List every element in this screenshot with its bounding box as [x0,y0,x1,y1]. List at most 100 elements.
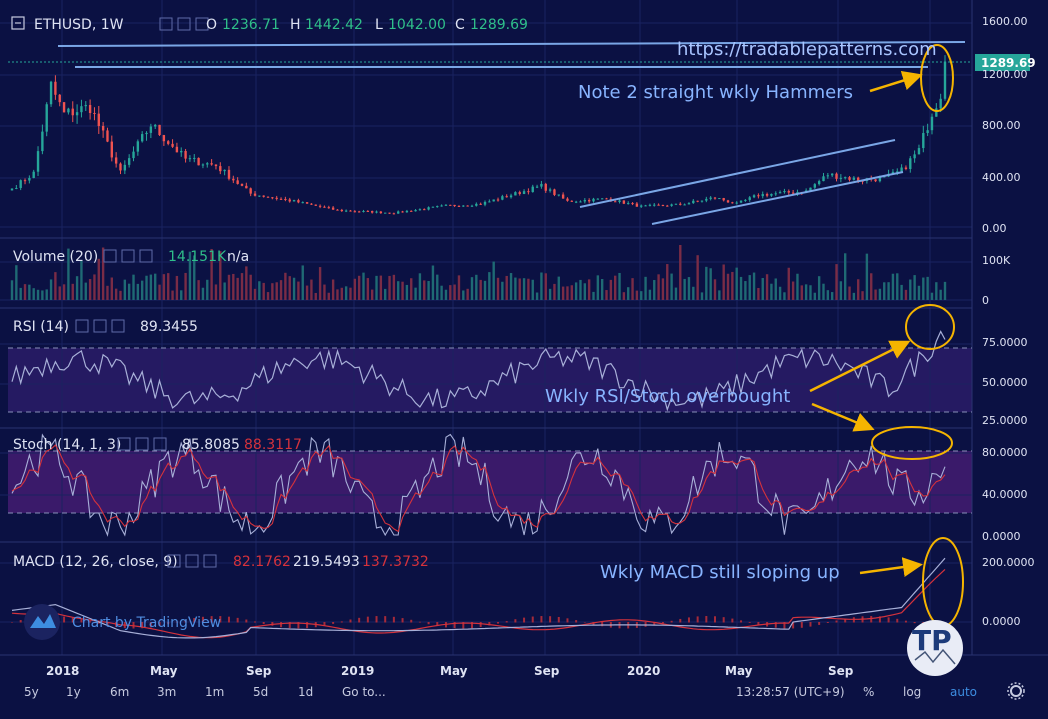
candle [826,172,830,179]
candle [423,208,426,211]
volume-bar [301,265,304,300]
candle [739,200,743,204]
candle [943,55,947,101]
clock-label[interactable]: 13:28:57 (UTC+9) [736,685,845,699]
macd-histogram-bar [141,622,144,629]
close-value: 1289.69 [470,17,528,33]
candle [687,202,691,205]
volume-bar [518,278,521,300]
range-button[interactable]: 1d [298,685,313,699]
tradingview-badge[interactable]: Chart by TradingView [24,604,221,640]
candle [119,162,122,175]
log-toggle[interactable]: log [903,685,921,699]
volume-bar [175,275,179,300]
volume-bar [870,273,873,300]
candle [145,131,148,141]
range-button[interactable]: 5d [253,685,268,699]
volume-bar [401,281,404,300]
volume-bar [739,276,743,300]
macd-axis[interactable]: 200.0000 0.0000 [982,556,1035,628]
volume-tools[interactable] [103,249,153,263]
volume-bar [809,285,812,300]
candle [75,104,79,124]
candle [201,163,205,169]
time-tick-label: May [150,664,178,678]
range-button[interactable]: 1y [66,685,81,699]
volume-bar [926,276,929,300]
volume-bar [444,289,448,300]
candle [180,147,183,157]
candle [49,80,53,107]
resistance-line[interactable] [57,41,966,47]
series-tools[interactable] [159,17,209,31]
volume-bar [783,292,786,300]
rsi-axis[interactable]: 75.0000 50.0000 25.0000 [982,336,1028,427]
macd-histogram-bar [227,616,230,623]
price-axis[interactable]: 1600.00 1200.00 800.00 400.00 0.00 [982,15,1028,235]
candle [197,157,200,166]
volume-bar [722,264,725,300]
macd-tools[interactable] [167,554,217,568]
time-tick-label: 2019 [341,664,374,678]
macd-histogram-bar [670,620,673,623]
candle [23,178,27,185]
settings-gear-icon[interactable] [1007,682,1025,700]
range-button[interactable]: 5y [24,685,39,699]
macd-histogram-bar [175,621,178,623]
channel-upper-line[interactable] [579,139,896,208]
channel-lower-line[interactable] [651,171,904,225]
macd-histogram-bar [366,616,369,623]
candle [275,195,278,201]
macd-histogram-bar [332,622,335,624]
volume-axis[interactable]: 100K 0 [982,254,1011,307]
volume-bar [483,280,487,300]
time-axis[interactable]: 2018 May Sep 2019 May Sep 2020 May Sep [46,664,854,678]
macd-histogram-bar [679,618,682,623]
volume-bar [791,281,795,300]
volume-bar [284,272,287,300]
range-button[interactable]: 3m [157,685,176,699]
volume-bar [75,276,79,300]
volume-bar [661,278,665,300]
candle [731,201,734,204]
macd-histogram-bar [844,618,847,623]
candle [600,198,604,200]
macd-histogram-bar [306,622,309,629]
rsi-tools[interactable] [75,319,125,333]
candle [496,197,500,202]
macd-histogram-bar [349,619,352,623]
candle [227,166,231,181]
candle [101,122,105,138]
candle [427,206,430,211]
volume-bar [357,275,361,300]
macd-histogram-bar [870,616,873,623]
candle [370,210,374,214]
candle [54,75,57,100]
volume-bar [227,274,231,300]
trendlines[interactable] [57,41,966,225]
candle [657,203,660,206]
stoch-axis[interactable]: 80.0000 40.0000 0.0000 [982,446,1028,543]
candle [622,200,626,205]
candle [457,205,461,207]
percent-toggle[interactable]: % [863,685,874,699]
volume-bar [223,282,226,300]
candle [548,187,552,193]
volume-bar [878,288,882,300]
auto-toggle[interactable]: auto [950,685,977,699]
candle [935,103,938,117]
candle [431,206,435,208]
volume-bar [644,276,647,300]
volume-legend: Volume (20) 14.151K n/a [13,249,249,265]
candle [475,202,478,207]
collapse-icon[interactable] [11,16,25,30]
goto-button[interactable]: Go to... [342,685,386,699]
range-button[interactable]: 6m [110,685,129,699]
stoch-tools[interactable] [117,437,167,451]
range-button[interactable]: 1m [205,685,224,699]
macd-histogram-bar [878,616,881,623]
macd-histogram-bar [245,619,248,623]
macd-label: MACD (12, 26, close, 9) [13,554,178,570]
candle [713,196,717,200]
